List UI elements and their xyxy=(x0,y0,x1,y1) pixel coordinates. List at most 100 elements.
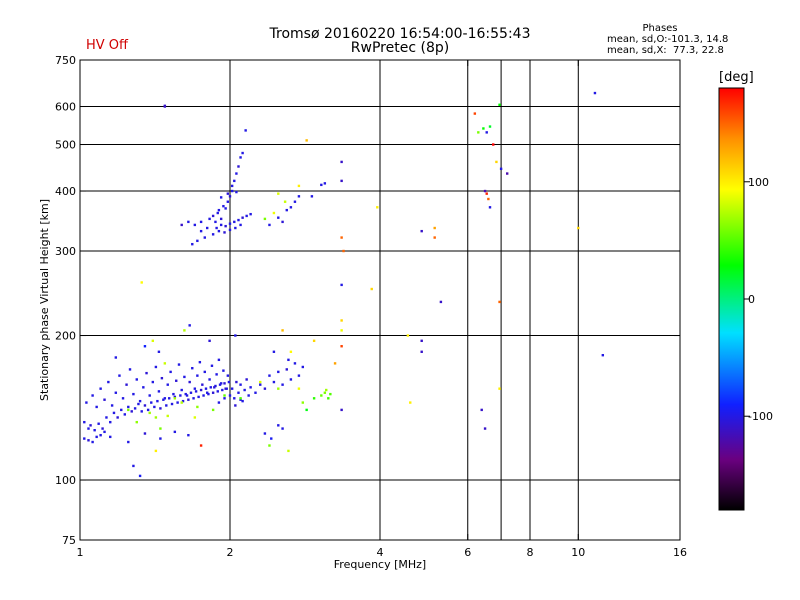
y-tick-label: 200 xyxy=(55,330,76,343)
data-point xyxy=(249,212,252,216)
data-point xyxy=(83,420,86,424)
data-point xyxy=(222,204,225,208)
data-point xyxy=(376,206,379,209)
data-point xyxy=(167,397,171,400)
data-point xyxy=(176,401,179,404)
hv-status-text: HV Off xyxy=(86,38,128,53)
data-point xyxy=(235,380,238,384)
data-point xyxy=(301,365,305,369)
data-point xyxy=(211,391,215,394)
y-tick-label: 400 xyxy=(55,185,76,198)
data-point xyxy=(224,224,227,228)
data-point xyxy=(498,300,501,304)
data-point xyxy=(146,408,150,412)
data-point xyxy=(268,223,271,227)
data-point xyxy=(148,411,151,415)
data-point xyxy=(498,387,501,390)
colorbar-ticks: 100 0 -100 xyxy=(744,176,773,423)
data-point xyxy=(199,220,203,224)
data-point xyxy=(194,390,198,393)
data-point xyxy=(340,329,343,332)
data-point xyxy=(228,394,232,397)
data-point xyxy=(228,195,232,198)
data-point xyxy=(163,105,167,108)
data-point xyxy=(175,379,178,382)
data-point xyxy=(183,329,186,332)
y-tick-label: 500 xyxy=(55,139,76,152)
data-point xyxy=(116,416,119,419)
x-tick-label: 16 xyxy=(673,546,687,559)
data-point xyxy=(340,319,343,322)
data-point xyxy=(191,366,194,370)
data-point xyxy=(172,392,175,396)
data-point xyxy=(216,390,219,393)
data-point xyxy=(234,404,237,407)
data-point xyxy=(97,422,100,425)
data-point xyxy=(420,229,423,233)
data-point xyxy=(123,413,126,416)
data-point xyxy=(281,383,284,386)
data-point xyxy=(105,416,108,419)
data-point xyxy=(109,420,112,424)
data-point xyxy=(198,360,202,364)
data-point xyxy=(217,358,221,362)
data-point xyxy=(477,131,480,134)
data-point xyxy=(601,353,605,357)
data-point xyxy=(277,216,280,219)
y-tick-label: 600 xyxy=(55,101,76,114)
data-point xyxy=(340,408,343,412)
data-point xyxy=(205,391,209,394)
data-point xyxy=(370,287,373,291)
data-point xyxy=(125,383,128,386)
data-point xyxy=(162,398,165,401)
data-point xyxy=(188,380,191,384)
data-point xyxy=(221,388,224,392)
data-point xyxy=(241,399,244,403)
data-point xyxy=(235,190,238,194)
data-point xyxy=(211,233,215,236)
data-point xyxy=(173,430,177,434)
data-point xyxy=(498,103,501,106)
data-point xyxy=(197,395,200,399)
x-tick-label: 8 xyxy=(527,546,534,559)
x-axis-label: Frequency [MHz] xyxy=(334,558,426,571)
data-point xyxy=(249,386,252,389)
data-point xyxy=(297,374,301,377)
phases-heading: Phases xyxy=(642,23,678,34)
data-point xyxy=(233,397,236,400)
data-point xyxy=(482,127,485,130)
data-point xyxy=(107,380,110,384)
data-point xyxy=(495,160,498,164)
data-point xyxy=(217,208,221,212)
data-point xyxy=(268,444,271,447)
data-point xyxy=(226,200,230,203)
y-tick-label: 75 xyxy=(62,534,76,547)
data-point xyxy=(143,432,147,435)
data-point xyxy=(179,394,182,397)
data-point xyxy=(218,383,222,386)
chart-title: Tromsø 20160220 16:54:00-16:55:43 xyxy=(269,26,531,42)
data-point xyxy=(201,383,204,386)
data-point xyxy=(154,416,158,419)
data-point xyxy=(138,399,142,403)
data-point xyxy=(166,383,169,386)
data-point xyxy=(224,207,227,210)
data-point xyxy=(184,392,187,396)
y-tick-label: 100 xyxy=(55,474,76,487)
data-point xyxy=(228,222,232,225)
data-point xyxy=(281,220,284,224)
data-point xyxy=(287,358,290,362)
x-tick-label: 2 xyxy=(227,546,234,559)
data-point xyxy=(281,427,284,430)
data-point xyxy=(151,380,155,384)
data-point xyxy=(196,239,199,243)
data-point xyxy=(480,408,483,412)
data-point xyxy=(213,386,216,389)
data-point xyxy=(114,391,118,394)
data-point xyxy=(593,91,597,95)
data-point xyxy=(207,392,210,396)
data-point xyxy=(211,214,215,218)
data-point xyxy=(166,414,169,418)
colorbar-tick-label: -100 xyxy=(748,410,773,423)
data-point xyxy=(241,216,244,219)
